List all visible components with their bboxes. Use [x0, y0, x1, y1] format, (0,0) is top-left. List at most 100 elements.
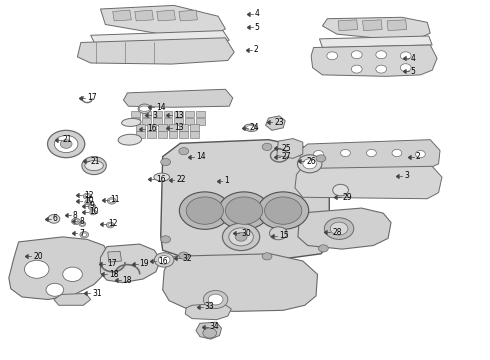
- Polygon shape: [196, 322, 221, 339]
- Circle shape: [161, 158, 171, 166]
- Text: 9: 9: [90, 201, 95, 210]
- Circle shape: [158, 256, 170, 264]
- Polygon shape: [158, 131, 167, 138]
- Text: 21: 21: [63, 135, 72, 144]
- Text: 25: 25: [282, 144, 292, 153]
- Text: 14: 14: [196, 152, 206, 161]
- Circle shape: [186, 197, 223, 224]
- Ellipse shape: [118, 134, 142, 145]
- Polygon shape: [54, 293, 91, 305]
- Polygon shape: [196, 118, 205, 125]
- Text: 31: 31: [92, 289, 102, 298]
- Circle shape: [179, 252, 189, 259]
- Polygon shape: [169, 124, 177, 131]
- Circle shape: [351, 65, 362, 73]
- Circle shape: [416, 150, 425, 158]
- Text: 33: 33: [205, 302, 215, 311]
- Text: 16: 16: [156, 175, 166, 184]
- Text: 12: 12: [84, 191, 94, 199]
- Text: 16: 16: [158, 256, 168, 265]
- Circle shape: [90, 210, 97, 215]
- Polygon shape: [163, 254, 318, 311]
- Circle shape: [82, 233, 87, 237]
- Text: 26: 26: [306, 157, 316, 166]
- Circle shape: [85, 195, 89, 198]
- Circle shape: [330, 222, 348, 235]
- Ellipse shape: [139, 106, 150, 112]
- Text: 34: 34: [210, 323, 220, 331]
- Circle shape: [262, 143, 272, 150]
- Circle shape: [219, 192, 270, 229]
- Polygon shape: [131, 111, 140, 117]
- Polygon shape: [311, 45, 437, 76]
- Text: 17: 17: [87, 94, 97, 102]
- Polygon shape: [190, 131, 199, 138]
- Circle shape: [222, 223, 260, 251]
- Circle shape: [79, 221, 86, 226]
- Polygon shape: [185, 303, 231, 320]
- Polygon shape: [387, 20, 407, 31]
- Text: 18: 18: [122, 276, 132, 284]
- Polygon shape: [196, 111, 205, 117]
- Circle shape: [327, 52, 338, 60]
- Circle shape: [376, 51, 387, 59]
- Polygon shape: [136, 131, 145, 138]
- Text: 13: 13: [174, 111, 184, 120]
- Circle shape: [138, 104, 151, 113]
- Polygon shape: [319, 36, 432, 48]
- Circle shape: [258, 192, 309, 229]
- Polygon shape: [185, 111, 194, 117]
- Circle shape: [46, 283, 64, 296]
- Polygon shape: [9, 237, 110, 300]
- Polygon shape: [108, 251, 122, 262]
- Polygon shape: [77, 38, 234, 64]
- Circle shape: [318, 245, 328, 252]
- Circle shape: [108, 224, 112, 226]
- Text: 12: 12: [108, 219, 117, 228]
- Bar: [173, 179, 178, 189]
- Polygon shape: [147, 131, 156, 138]
- Polygon shape: [363, 20, 382, 31]
- Polygon shape: [338, 20, 358, 31]
- Text: 10: 10: [90, 207, 99, 216]
- Text: 4: 4: [411, 54, 416, 63]
- Text: 4: 4: [255, 9, 260, 18]
- Polygon shape: [164, 118, 172, 125]
- Circle shape: [85, 200, 92, 205]
- Polygon shape: [179, 131, 188, 138]
- Ellipse shape: [122, 118, 141, 126]
- Polygon shape: [322, 17, 430, 39]
- Polygon shape: [113, 10, 131, 21]
- Text: 3: 3: [153, 111, 158, 120]
- Text: 13: 13: [174, 123, 184, 132]
- Text: 24: 24: [250, 123, 260, 132]
- Polygon shape: [158, 124, 167, 131]
- Text: 22: 22: [176, 175, 186, 184]
- Text: 27: 27: [282, 152, 292, 161]
- Text: 23: 23: [274, 118, 284, 127]
- Circle shape: [297, 155, 322, 173]
- Circle shape: [262, 253, 272, 260]
- Circle shape: [333, 184, 348, 196]
- Polygon shape: [157, 10, 175, 21]
- Text: 32: 32: [182, 254, 192, 263]
- Polygon shape: [153, 118, 162, 125]
- Polygon shape: [179, 124, 188, 131]
- Polygon shape: [300, 140, 440, 168]
- Polygon shape: [277, 139, 303, 158]
- Circle shape: [24, 260, 49, 278]
- Circle shape: [314, 150, 323, 158]
- Circle shape: [203, 291, 228, 309]
- Circle shape: [341, 149, 350, 157]
- Circle shape: [400, 64, 411, 72]
- Text: 17: 17: [107, 259, 117, 268]
- Circle shape: [48, 130, 85, 158]
- Text: 30: 30: [241, 229, 251, 238]
- Circle shape: [161, 236, 171, 243]
- Polygon shape: [298, 208, 391, 249]
- Circle shape: [376, 65, 387, 73]
- Polygon shape: [179, 10, 197, 21]
- Polygon shape: [142, 118, 151, 125]
- Polygon shape: [136, 124, 145, 131]
- Ellipse shape: [85, 161, 103, 171]
